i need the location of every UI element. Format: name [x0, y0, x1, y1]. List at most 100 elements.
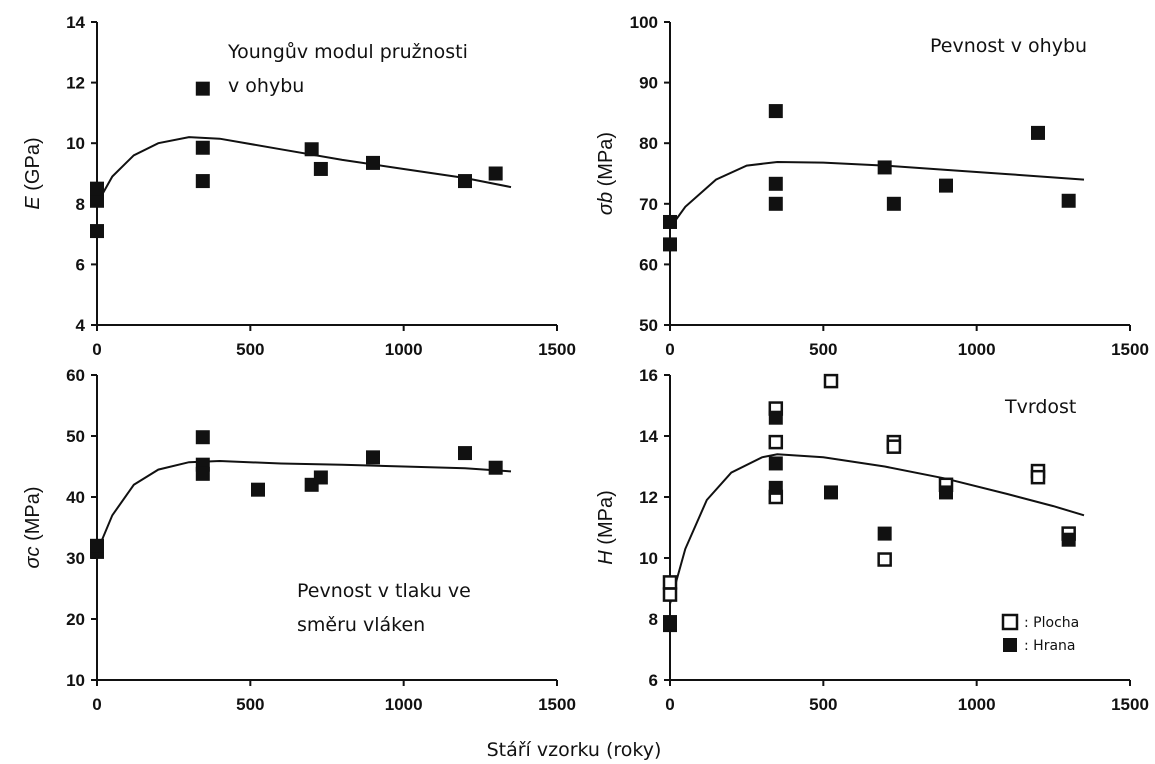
x-axis-label: Stáří vzorku (roky) [487, 739, 662, 761]
panel-title-line: Youngův modul pružnosti [227, 41, 468, 63]
data-point-filled [768, 410, 783, 425]
x-tick-label: 1500 [1111, 695, 1149, 714]
x-tick-label: 1000 [958, 695, 996, 714]
data-point-filled [1031, 125, 1045, 140]
x-tick-label: 500 [809, 340, 837, 359]
data-point-filled [488, 166, 503, 181]
data-point-filled [768, 456, 783, 471]
data-point-filled [1061, 193, 1076, 208]
data-point-open [662, 575, 678, 590]
data-point-filled [488, 460, 503, 475]
legend-filled-square-icon [1003, 638, 1017, 652]
panel-title-line: směru vláken [297, 614, 425, 636]
data-point-open [1030, 469, 1046, 485]
trend-line [96, 136, 512, 205]
y-tick-label: 70 [639, 195, 658, 214]
data-point-filled [90, 538, 104, 553]
y-tick-label: 6 [76, 255, 85, 274]
data-point-filled [458, 174, 472, 189]
x-tick-label: 0 [92, 695, 101, 714]
y-tick-label: 50 [66, 427, 85, 446]
panel-hardness: 6 8 10 12 14 16 0 500 1000 1500 H (MPa) Tvrdost [595, 366, 1149, 714]
y-axis-unit: (GPa) [22, 137, 44, 196]
data-point-filled [195, 140, 210, 155]
y-tick-label: 10 [66, 134, 85, 153]
y-axis-symbol: σb [595, 192, 617, 215]
trend-line [96, 459, 512, 553]
x-tick-label: 0 [665, 340, 674, 359]
data-point-open [662, 587, 678, 602]
x-tick-label: 500 [236, 695, 264, 714]
data-point-filled [195, 81, 210, 96]
data-point-filled [939, 485, 953, 500]
y-tick-label: 12 [639, 488, 658, 507]
x-tick-label: 500 [236, 340, 264, 359]
y-tick-label: 4 [76, 316, 86, 335]
y-tick-label: 80 [639, 134, 658, 153]
y-tick-label: 8 [649, 610, 658, 629]
y-tick-label: 10 [639, 549, 658, 568]
data-point-filled [939, 178, 953, 193]
y-tick-label: 30 [66, 549, 85, 568]
data-point-filled [1061, 532, 1076, 547]
y-axis-unit: (MPa) [595, 132, 617, 192]
data-point-filled [313, 161, 328, 176]
data-point-filled [251, 482, 265, 497]
panel-title-line: Pevnost v ohybu [930, 35, 1087, 57]
y-tick-label: 40 [66, 488, 85, 507]
data-point-open [823, 373, 839, 389]
y-tick-label: 100 [630, 13, 658, 32]
data-point-filled [886, 196, 901, 211]
data-point-filled [768, 196, 783, 211]
panel-title-line: v ohybu [228, 75, 304, 97]
y-axis-symbol: E [22, 196, 44, 210]
legend: : Plocha : Hrana [1001, 613, 1079, 654]
x-tick-label: 1500 [538, 695, 576, 714]
data-point-filled [90, 181, 104, 196]
x-tick-label: 500 [809, 695, 837, 714]
panel-youngs-modulus: 4 6 8 10 12 14 0 500 1000 1500 E (GPa) Youngův modu… [22, 13, 576, 359]
y-axis-label: H (MPa) [595, 490, 617, 564]
y-axis-symbol: H [595, 550, 617, 565]
y-tick-label: 60 [639, 255, 658, 274]
y-tick-label: 10 [66, 671, 85, 690]
data-point-filled [304, 142, 319, 157]
x-tick-label: 1000 [958, 340, 996, 359]
panel-title-line: Pevnost v tlaku ve [297, 580, 471, 602]
y-tick-label: 60 [66, 366, 85, 385]
x-tick-label: 0 [92, 340, 101, 359]
x-tick-label: 1500 [1111, 340, 1149, 359]
legend-label-hrana: : Hrana [1024, 638, 1075, 654]
y-tick-label: 90 [639, 74, 658, 93]
data-point-filled [663, 214, 677, 229]
data-point-filled [195, 174, 210, 189]
data-point-filled [366, 450, 380, 465]
y-tick-label: 50 [639, 316, 658, 335]
data-point-filled [366, 155, 380, 170]
y-axis-label: σc (MPa) [22, 486, 44, 568]
data-point-filled [90, 193, 104, 208]
x-tick-label: 0 [665, 695, 674, 714]
y-tick-label: 16 [639, 366, 658, 385]
legend-label-plocha: : Plocha [1024, 615, 1079, 631]
data-point-filled [877, 526, 892, 541]
data-point-filled [768, 176, 783, 191]
data-point-filled [663, 237, 677, 252]
data-point-open [877, 552, 892, 567]
y-tick-label: 6 [649, 671, 658, 690]
data-point-filled [877, 160, 892, 175]
y-axis-label: σb (MPa) [595, 132, 617, 215]
legend-open-square-icon [1001, 613, 1019, 631]
data-point-filled [768, 480, 783, 495]
data-point-open [886, 439, 902, 454]
y-tick-label: 14 [66, 13, 85, 32]
x-tick-label: 1000 [385, 340, 423, 359]
x-tick-label: 1000 [385, 695, 423, 714]
panel-compressive-strength: 10 20 30 40 50 60 0 500 1000 1500 σc (MPa) Pevnost … [22, 366, 576, 714]
data-point-filled [824, 485, 838, 500]
y-axis-unit: (MPa) [595, 490, 617, 550]
data-point-filled [90, 224, 104, 239]
data-point-filled [768, 104, 783, 119]
